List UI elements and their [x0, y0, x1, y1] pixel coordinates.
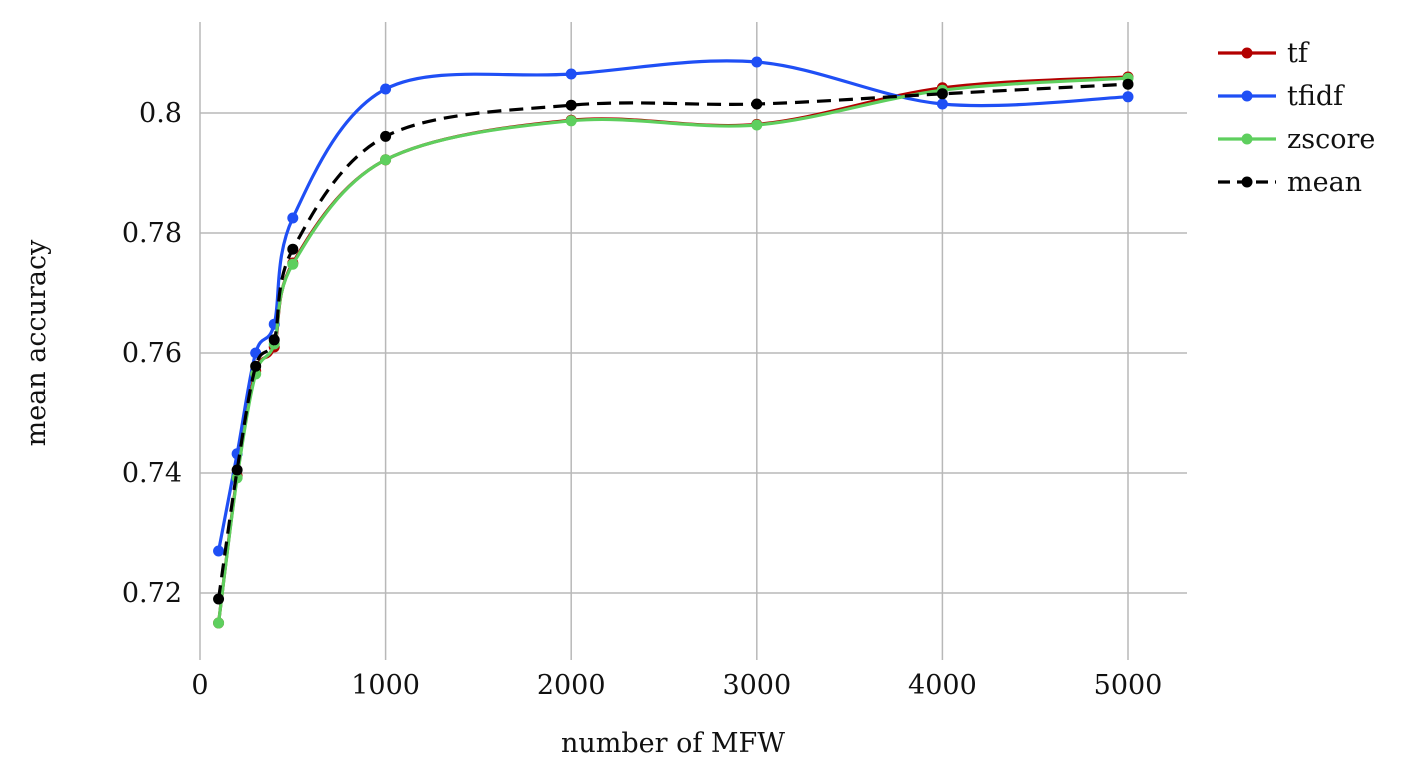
legend-label: zscore [1287, 124, 1375, 155]
legend-swatch-marker [1241, 47, 1253, 59]
x-tick-labels: 0 1000 2000 3000 4000 5000 [191, 670, 1162, 701]
x-tick-label: 4000 [908, 670, 977, 701]
data-point-mean [565, 99, 577, 111]
y-tick-label: 0.72 [122, 578, 182, 609]
x-tick-label: 5000 [1094, 670, 1163, 701]
x-tick-label: 1000 [351, 670, 420, 701]
data-point-mean [751, 98, 763, 110]
x-tick-label: 2000 [537, 670, 606, 701]
y-tick-label: 0.76 [122, 338, 182, 369]
y-tick-label: 0.74 [122, 458, 182, 489]
legend: tf tfidf zscore mean [1218, 38, 1375, 198]
data-point-zscore [213, 617, 225, 629]
legend-label: mean [1287, 167, 1362, 198]
data-point-mean [1122, 78, 1134, 90]
series-layer [213, 56, 1134, 629]
series-zscore [213, 72, 1134, 629]
data-point-zscore [380, 154, 392, 166]
data-point-tfidf [751, 56, 763, 68]
data-point-mean [213, 593, 225, 605]
legend-swatch-marker [1241, 90, 1253, 102]
x-axis-title: number of MFW [561, 728, 785, 759]
x-tick-label: 0 [191, 670, 208, 701]
data-point-mean [268, 334, 280, 346]
legend-item-zscore: zscore [1218, 124, 1375, 155]
series-line-tfidf [216, 59, 1129, 552]
grid [199, 22, 1187, 660]
series-tf [213, 71, 1134, 629]
y-tick-label: 0.78 [122, 218, 182, 249]
data-point-tfidf [565, 68, 577, 80]
legend-label: tf [1287, 38, 1310, 69]
legend-label: tfidf [1287, 81, 1345, 112]
legend-item-tf: tf [1218, 38, 1310, 69]
data-point-mean [936, 88, 948, 100]
data-point-zscore [751, 119, 763, 131]
series-line-mean [216, 82, 1129, 600]
series-tfidf [213, 56, 1134, 557]
data-point-zscore [565, 115, 577, 127]
data-point-zscore [287, 258, 299, 270]
data-point-tfidf [380, 83, 392, 95]
y-tick-labels: 0.72 0.74 0.76 0.78 0.8 [122, 98, 182, 609]
legend-item-tfidf: tfidf [1218, 81, 1345, 112]
data-point-tfidf [287, 212, 299, 224]
y-axis-title: mean accuracy [21, 239, 52, 447]
y-tick-label: 0.8 [139, 98, 182, 129]
legend-swatch-marker [1241, 133, 1253, 145]
data-point-mean [380, 130, 392, 142]
data-point-tfidf [213, 545, 225, 557]
data-point-mean [287, 243, 299, 255]
legend-item-mean: mean [1218, 167, 1362, 198]
data-point-tfidf [936, 98, 948, 110]
series-mean [213, 78, 1134, 605]
x-tick-label: 3000 [722, 670, 791, 701]
data-point-mean [231, 464, 243, 476]
legend-swatch-marker [1241, 176, 1253, 188]
data-point-mean [250, 360, 262, 372]
data-point-tfidf [1122, 91, 1134, 103]
